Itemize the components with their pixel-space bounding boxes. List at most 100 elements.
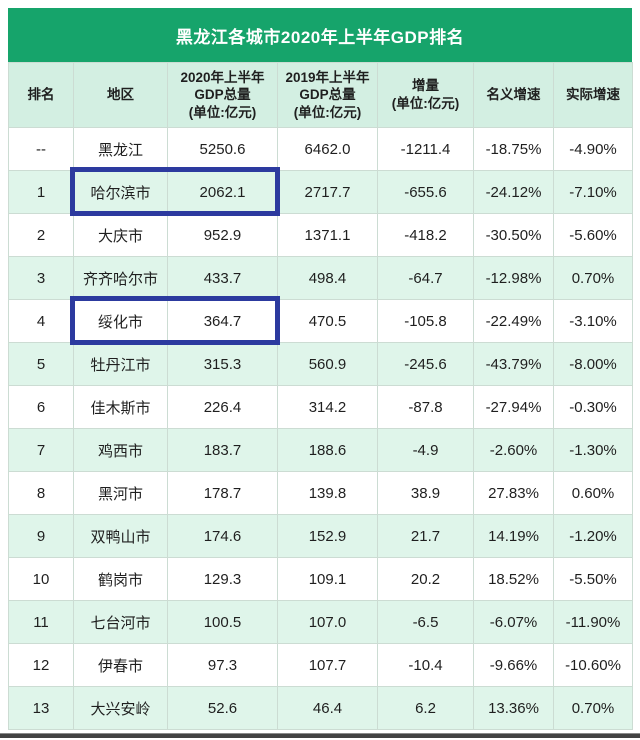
- cell-r12-c1: 伊春市: [73, 643, 168, 687]
- cell-r9-c4: 21.7: [377, 514, 474, 558]
- cell-r6-c6: -0.30%: [553, 385, 633, 429]
- cell-r10-c3: 109.1: [277, 557, 378, 601]
- cell-r2-c5: -30.50%: [473, 213, 554, 257]
- cell-r4-c0: 4: [8, 299, 74, 343]
- table-row: 13 大兴安岭 52.6 46.4 6.2 13.36% 0.70%: [8, 686, 633, 730]
- cell-r2-c4: -418.2: [377, 213, 474, 257]
- column-header-6: 实际增速: [553, 62, 633, 128]
- cell-r0-c3: 6462.0: [277, 127, 378, 171]
- cell-r4-c2: 364.7: [167, 299, 278, 343]
- cell-r2-c0: 2: [8, 213, 74, 257]
- cell-r7-c1: 鸡西市: [73, 428, 168, 472]
- cell-r11-c2: 100.5: [167, 600, 278, 644]
- cell-r10-c5: 18.52%: [473, 557, 554, 601]
- cell-r4-c3: 470.5: [277, 299, 378, 343]
- cell-r5-c4: -245.6: [377, 342, 474, 386]
- cell-r7-c0: 7: [8, 428, 74, 472]
- cell-r1-c2: 2062.1: [167, 170, 278, 214]
- cell-r8-c6: 0.60%: [553, 471, 633, 515]
- cell-r8-c3: 139.8: [277, 471, 378, 515]
- cell-r11-c0: 11: [8, 600, 74, 644]
- cell-r11-c1: 七台河市: [73, 600, 168, 644]
- cell-r5-c6: -8.00%: [553, 342, 633, 386]
- cell-r9-c6: -1.20%: [553, 514, 633, 558]
- cell-r0-c4: -1211.4: [377, 127, 474, 171]
- cell-r4-c1: 绥化市: [73, 299, 168, 343]
- cell-r10-c1: 鹤岗市: [73, 557, 168, 601]
- table-row: 5 牡丹江市 315.3 560.9 -245.6 -43.79% -8.00%: [8, 342, 633, 386]
- cell-r7-c6: -1.30%: [553, 428, 633, 472]
- cell-r5-c2: 315.3: [167, 342, 278, 386]
- cell-r5-c5: -43.79%: [473, 342, 554, 386]
- cell-r0-c1: 黑龙江: [73, 127, 168, 171]
- cell-r6-c1: 佳木斯市: [73, 385, 168, 429]
- cell-r4-c5: -22.49%: [473, 299, 554, 343]
- table-row: 11 七台河市 100.5 107.0 -6.5 -6.07% -11.90%: [8, 600, 633, 644]
- cell-r4-c6: -3.10%: [553, 299, 633, 343]
- cell-r6-c5: -27.94%: [473, 385, 554, 429]
- cell-r0-c0: --: [8, 127, 74, 171]
- cell-r6-c3: 314.2: [277, 385, 378, 429]
- table-row: -- 黑龙江 5250.6 6462.0 -1211.4 -18.75% -4.90%: [8, 127, 633, 171]
- cell-r12-c0: 12: [8, 643, 74, 687]
- cell-r1-c1: 哈尔滨市: [73, 170, 168, 214]
- cell-r1-c4: -655.6: [377, 170, 474, 214]
- cell-r10-c6: -5.50%: [553, 557, 633, 601]
- cell-r11-c5: -6.07%: [473, 600, 554, 644]
- table-row: 8 黑河市 178.7 139.8 38.9 27.83% 0.60%: [8, 471, 633, 515]
- cell-r8-c1: 黑河市: [73, 471, 168, 515]
- cell-r9-c0: 9: [8, 514, 74, 558]
- cell-r1-c6: -7.10%: [553, 170, 633, 214]
- cell-r13-c0: 13: [8, 686, 74, 730]
- table-row: 4 绥化市 364.7 470.5 -105.8 -22.49% -3.10%: [8, 299, 633, 343]
- cell-r3-c3: 498.4: [277, 256, 378, 300]
- cell-r11-c3: 107.0: [277, 600, 378, 644]
- cell-r10-c2: 129.3: [167, 557, 278, 601]
- cell-r2-c6: -5.60%: [553, 213, 633, 257]
- cell-r11-c6: -11.90%: [553, 600, 633, 644]
- cell-r12-c2: 97.3: [167, 643, 278, 687]
- cell-r6-c0: 6: [8, 385, 74, 429]
- table-title: 黑龙江各城市2020年上半年GDP排名: [8, 8, 632, 62]
- table-row: 12 伊春市 97.3 107.7 -10.4 -9.66% -10.60%: [8, 643, 633, 687]
- cell-r13-c5: 13.36%: [473, 686, 554, 730]
- cell-r9-c2: 174.6: [167, 514, 278, 558]
- cell-r8-c0: 8: [8, 471, 74, 515]
- cell-r1-c5: -24.12%: [473, 170, 554, 214]
- cell-r12-c5: -9.66%: [473, 643, 554, 687]
- cell-r13-c4: 6.2: [377, 686, 474, 730]
- table-row: 1 哈尔滨市 2062.1 2717.7 -655.6 -24.12% -7.10%: [8, 170, 633, 214]
- cell-r3-c5: -12.98%: [473, 256, 554, 300]
- cell-r8-c2: 178.7: [167, 471, 278, 515]
- cell-r12-c6: -10.60%: [553, 643, 633, 687]
- column-header-2: 2020年上半年 GDP总量 (单位:亿元): [167, 62, 278, 128]
- table-row: 10 鹤岗市 129.3 109.1 20.2 18.52% -5.50%: [8, 557, 633, 601]
- table-row: 9 双鸭山市 174.6 152.9 21.7 14.19% -1.20%: [8, 514, 633, 558]
- cell-r3-c1: 齐齐哈尔市: [73, 256, 168, 300]
- cell-r7-c4: -4.9: [377, 428, 474, 472]
- gdp-ranking-panel: 黑龙江各城市2020年上半年GDP排名 排名 地区 2020年上半年 GDP总量 (…: [8, 8, 633, 730]
- table-row: 2 大庆市 952.9 1371.1 -418.2 -30.50% -5.60%: [8, 213, 633, 257]
- cell-r11-c4: -6.5: [377, 600, 474, 644]
- gdp-table: 排名 地区 2020年上半年 GDP总量 (单位:亿元) 2019年上半年 GDP总量…: [8, 62, 633, 730]
- cell-r12-c3: 107.7: [277, 643, 378, 687]
- cell-r6-c4: -87.8: [377, 385, 474, 429]
- cell-r0-c6: -4.90%: [553, 127, 633, 171]
- table-row: 7 鸡西市 183.7 188.6 -4.9 -2.60% -1.30%: [8, 428, 633, 472]
- cell-r3-c6: 0.70%: [553, 256, 633, 300]
- cell-r3-c0: 3: [8, 256, 74, 300]
- column-header-0: 排名: [8, 62, 74, 128]
- cell-r7-c5: -2.60%: [473, 428, 554, 472]
- column-header-5: 名义增速: [473, 62, 554, 128]
- cell-r5-c0: 5: [8, 342, 74, 386]
- table-row: 6 佳木斯市 226.4 314.2 -87.8 -27.94% -0.30%: [8, 385, 633, 429]
- cell-r4-c4: -105.8: [377, 299, 474, 343]
- cell-r8-c5: 27.83%: [473, 471, 554, 515]
- cell-r13-c6: 0.70%: [553, 686, 633, 730]
- cell-r2-c3: 1371.1: [277, 213, 378, 257]
- cell-r7-c3: 188.6: [277, 428, 378, 472]
- cell-r7-c2: 183.7: [167, 428, 278, 472]
- cell-r8-c4: 38.9: [377, 471, 474, 515]
- cell-r2-c1: 大庆市: [73, 213, 168, 257]
- cell-r9-c5: 14.19%: [473, 514, 554, 558]
